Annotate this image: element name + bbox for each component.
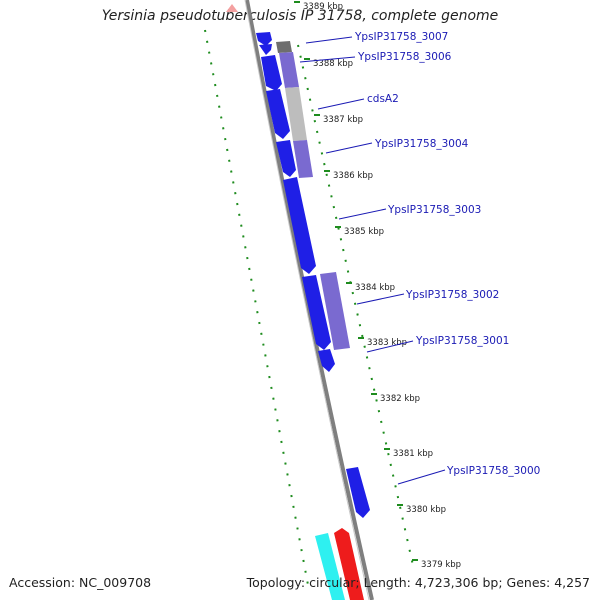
cds-arrow [346, 467, 370, 518]
genome-summary-text: Topology: circular; Length: 4,723,306 bp… [246, 575, 590, 590]
gene-label-leader [397, 469, 446, 485]
gene-label-layer: YpsIP31758_3007 YpsIP31758_3006 cdsA2 YpsIP… [299, 31, 540, 485]
gene-label-leader [305, 36, 353, 44]
cds-arrow [276, 140, 296, 177]
gene-label: YpsIP31758_3007 [354, 31, 448, 43]
blast-band [276, 41, 292, 53]
top-marker [226, 4, 238, 12]
cds-group [256, 32, 370, 518]
cds-arrow [266, 89, 290, 139]
gene-label-leader [356, 293, 405, 305]
gene-label: YpsIP31758_3003 [387, 204, 481, 216]
blast-band-group [276, 41, 350, 350]
inner-dotted-ring [297, 44, 415, 571]
blast-band [320, 272, 350, 350]
tick-layer: 3389 kbp 3388 kbp 3387 kbp 3386 kbp 3385 kbp… [294, 1, 461, 570]
cds-arrow [283, 177, 316, 274]
blast-band [293, 140, 313, 178]
gene-label-leader [317, 98, 365, 110]
gene-label: YpsIP31758_3000 [446, 465, 540, 477]
tick-label: 3384 kbp [355, 283, 395, 293]
accession-text: Accession: NC_009708 [9, 575, 152, 590]
cds-arrow [256, 32, 272, 46]
tick-label: 3382 kbp [380, 394, 420, 404]
tick-label: 3387 kbp [323, 115, 363, 125]
gene-label: YpsIP31758_3001 [415, 335, 509, 347]
cyan-feature [315, 533, 345, 600]
blast-band [285, 87, 307, 141]
tick-label: 3383 kbp [367, 338, 407, 348]
blast-band [279, 52, 299, 88]
cds-arrow [318, 349, 335, 372]
backbone-highlight [244, 0, 370, 600]
gene-label-leader [338, 208, 387, 220]
tick-label: 3386 kbp [333, 171, 373, 181]
map-title: Yersinia pseudotuberculosis IP 31758, co… [101, 8, 499, 24]
red-feature [334, 528, 364, 600]
gene-label: YpsIP31758_3006 [357, 51, 452, 63]
gene-label-leader [299, 56, 356, 63]
tick-label: 3380 kbp [406, 505, 446, 515]
gene-label: YpsIP31758_3004 [374, 138, 469, 150]
tick-label: 3388 kbp [313, 59, 353, 69]
gene-label-leader [366, 340, 414, 353]
cds-arrow [259, 44, 272, 55]
gene-label-leader [325, 142, 373, 154]
cds-arrow [302, 275, 331, 350]
tick-label: 3385 kbp [344, 227, 384, 237]
gene-label: YpsIP31758_3002 [405, 289, 499, 301]
tick-label: 3379 kbp [421, 560, 461, 570]
tick-label: 3381 kbp [393, 449, 433, 459]
cds-arrow [261, 55, 282, 91]
gene-label: cdsA2 [367, 93, 399, 105]
tick-label: 3389 kbp [303, 2, 343, 12]
